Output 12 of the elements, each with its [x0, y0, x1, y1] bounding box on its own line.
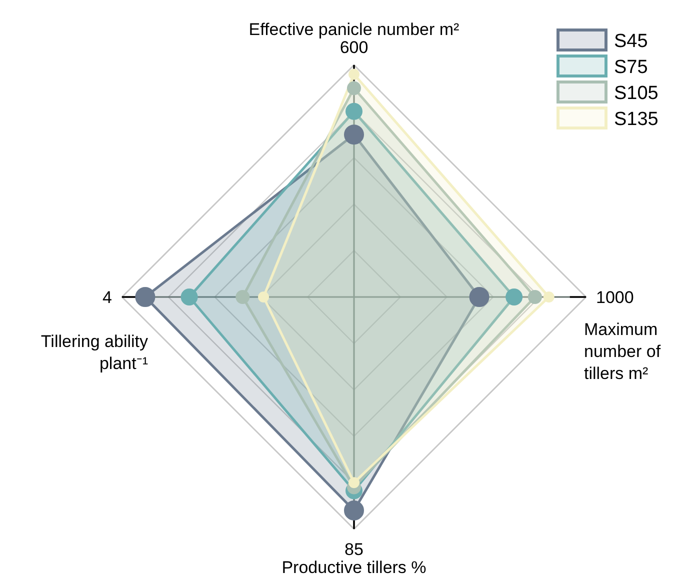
- text: 600: [340, 38, 368, 57]
- spoke-label: Maximum number of tillers m²: [584, 320, 661, 383]
- text: 4: [102, 288, 112, 307]
- spoke-label: Tillering ability plant⁻¹: [40, 332, 148, 373]
- legend-label: S105: [614, 83, 658, 104]
- legend-label: S45: [614, 31, 648, 52]
- legend-label: S75: [614, 57, 648, 78]
- spoke-label: Effective panicle number m²: [248, 20, 460, 39]
- spoke-label: Productive tillers %: [282, 558, 426, 577]
- text: 85: [344, 540, 364, 559]
- legend-label: S135: [614, 109, 658, 130]
- text: 1000: [596, 288, 634, 307]
